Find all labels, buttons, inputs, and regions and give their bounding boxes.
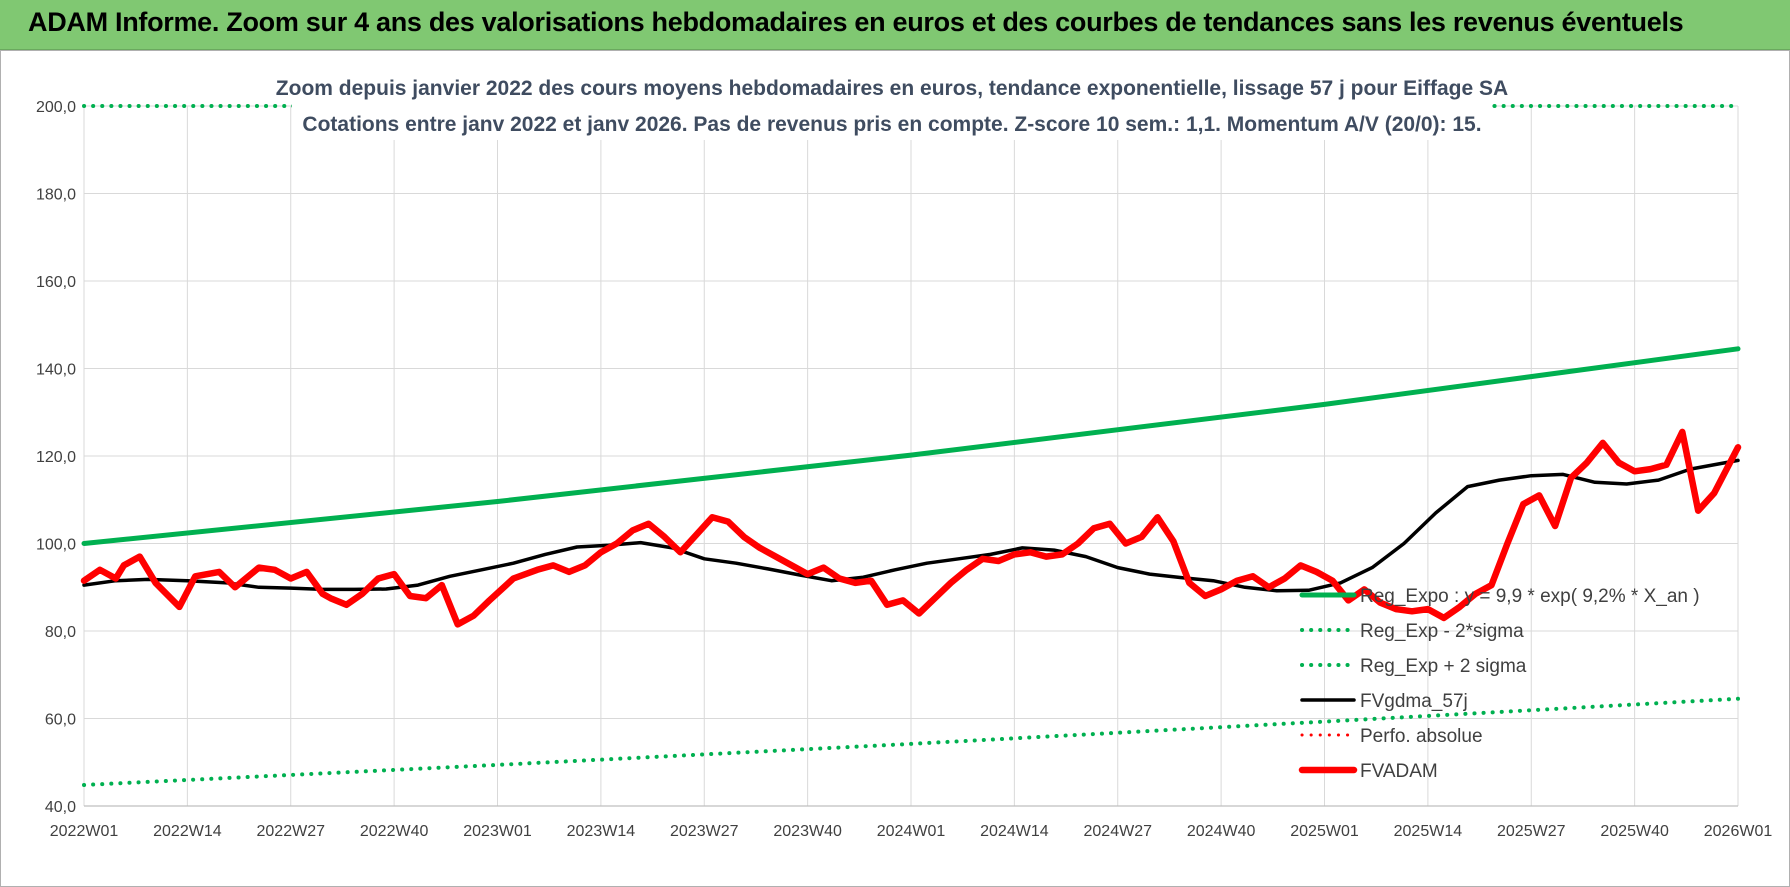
y-axis-labels: 40,0 60,0 80,0 100,0 120,0 140,0 160,0 180,0 200…: [36, 99, 76, 816]
x-tick-label: 2025W40: [1600, 823, 1669, 840]
y-tick-label: 60,0: [45, 712, 76, 729]
legend-label: Perfo. absolue: [1360, 726, 1483, 747]
chart-grid: [83, 105, 1739, 807]
x-tick-label: 2024W01: [877, 823, 946, 840]
chart-titles: Zoom depuis janvier 2022 des cours moyen…: [276, 64, 1508, 140]
title-background: [292, 64, 1492, 140]
y-tick-label: 140,0: [36, 362, 76, 379]
series-line-5: [80, 428, 1742, 628]
legend-label: Reg_Exp - 2*sigma: [1360, 621, 1524, 642]
report-banner: ADAM Informe. Zoom sur 4 ans des valoris…: [0, 0, 1790, 50]
legend-label: Reg_Expo : y = 9,9 * exp( 9,2% * X_an ): [1360, 586, 1700, 607]
x-tick-label: 2023W27: [670, 823, 739, 840]
y-tick-label: 120,0: [36, 449, 76, 466]
chart-subtitle: Cotations entre janv 2022 et janv 2026. …: [302, 113, 1481, 136]
x-tick-label: 2023W40: [773, 823, 842, 840]
chart-legend: Reg_Expo : y = 9,9 * exp( 9,2% * X_an ) R…: [1298, 586, 1700, 782]
y-tick-label: 200,0: [36, 99, 76, 116]
x-tick-label: 2024W14: [980, 823, 1049, 840]
x-tick-label: 2025W01: [1290, 823, 1359, 840]
y-tick-label: 80,0: [45, 624, 76, 641]
series-line-1: [82, 696, 1740, 787]
y-tick-label: 180,0: [36, 187, 76, 204]
x-tick-label: 2023W14: [567, 823, 636, 840]
y-tick-label: 160,0: [36, 274, 76, 291]
x-tick-label: 2024W27: [1084, 823, 1153, 840]
x-tick-label: 2022W40: [360, 823, 429, 840]
x-tick-label: 2022W14: [153, 823, 222, 840]
x-tick-label: 2025W27: [1497, 823, 1566, 840]
x-tick-label: 2023W01: [463, 823, 532, 840]
x-tick-label: 2022W01: [50, 823, 119, 840]
x-tick-label: 2025W14: [1394, 823, 1463, 840]
x-tick-label: 2026W01: [1704, 823, 1773, 840]
legend-label: FVADAM: [1360, 761, 1438, 782]
x-axis-labels: 2022W01 2022W14 2022W27 2022W40 2023W01 2023W…: [50, 823, 1773, 840]
x-tick-label: 2024W40: [1187, 823, 1256, 840]
series-line-0: [81, 346, 1741, 546]
chart-title: Zoom depuis janvier 2022 des cours moyen…: [276, 77, 1508, 100]
legend-label: FVgdma_57j: [1360, 691, 1468, 712]
report-title: ADAM Informe. Zoom sur 4 ans des valoris…: [28, 7, 1684, 37]
y-tick-label: 40,0: [45, 799, 76, 816]
x-tick-label: 2022W27: [257, 823, 326, 840]
y-tick-label: 100,0: [36, 537, 76, 554]
legend-label: Reg_Exp + 2 sigma: [1360, 656, 1527, 677]
